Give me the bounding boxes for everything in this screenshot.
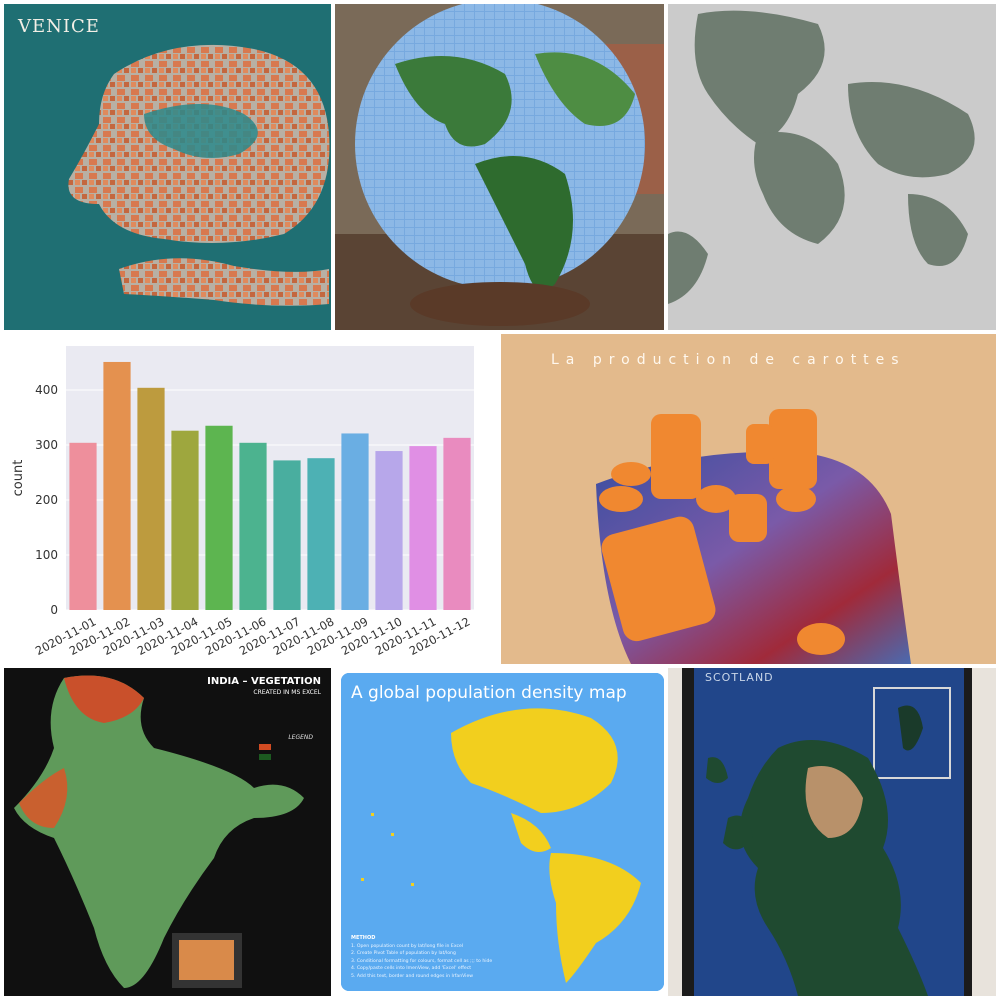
- bar: [205, 425, 233, 610]
- bar: [409, 446, 437, 610]
- scotland-illustration: [668, 668, 996, 996]
- population-map-illustration: [341, 673, 664, 991]
- y-tick-label: 100: [35, 548, 58, 562]
- bar: [341, 433, 369, 610]
- bar: [273, 460, 301, 610]
- venice-tile: VENICE: [4, 4, 331, 330]
- carrots-photo: La production de carottes: [501, 334, 996, 664]
- lego-globe-photo: [335, 4, 664, 330]
- india-map-illustration: [4, 668, 331, 996]
- bar-chart: 01002003004002020-11-012020-11-022020-11…: [11, 346, 474, 658]
- popden-step: 2. Create Pivot Table of population by l…: [351, 951, 456, 957]
- bar: [239, 442, 267, 610]
- bar: [103, 361, 131, 610]
- venice-title: VENICE: [18, 16, 100, 37]
- venice-illustration: [68, 44, 330, 306]
- world-map-illustration: [668, 4, 996, 330]
- lego-globe-illustration: [335, 4, 664, 330]
- bar: [307, 458, 335, 610]
- india-legend-swatch-red: [259, 744, 271, 750]
- bar-chart-tile: 0 100 200 300 400 2020-11-01 2020-11-02 2020-11…: [4, 334, 497, 664]
- popden-step: 1. Open population count by lat/long fil…: [351, 944, 464, 949]
- bar: [375, 451, 403, 610]
- grey-world-map: [668, 4, 996, 330]
- india-subtitle: CREATED IN MS EXCEL: [253, 689, 321, 696]
- lego-scotland-photo: SCOTLAND: [668, 668, 996, 996]
- bar: [69, 442, 97, 610]
- bar: [171, 430, 199, 610]
- population-density-map: A global population density map METHOD 1…: [341, 673, 664, 991]
- y-tick-label: 300: [35, 438, 58, 452]
- popden-step: 5. Add this text, border and round edges…: [351, 973, 474, 979]
- scotland-title: SCOTLAND: [705, 671, 774, 684]
- y-tick-label: 0: [50, 603, 58, 617]
- y-axis-label: count: [11, 460, 26, 497]
- popden-method-title: METHOD: [351, 935, 376, 941]
- popden-method-steps: 1. Open population count by lat/long fil…: [351, 943, 492, 980]
- bar: [137, 387, 165, 610]
- popden-step: 4. Copy/paste cells into ImenView, add '…: [351, 966, 472, 972]
- popden-title: A global population density map: [351, 683, 627, 703]
- india-legend-title: LEGEND: [288, 734, 313, 741]
- carrots-illustration: [501, 334, 996, 664]
- india-title: INDIA – VEGETATION: [207, 676, 321, 687]
- popden-step: 3. Conditional formatting for colours, f…: [351, 958, 493, 964]
- bar: [443, 437, 471, 610]
- y-tick-label: 400: [35, 383, 58, 397]
- india-legend-swatch-green: [259, 754, 271, 760]
- carrots-title: La production de carottes: [551, 352, 906, 368]
- india-vegetation-map: INDIA – VEGETATION CREATED IN MS EXCEL L…: [4, 668, 331, 996]
- y-tick-label: 200: [35, 493, 58, 507]
